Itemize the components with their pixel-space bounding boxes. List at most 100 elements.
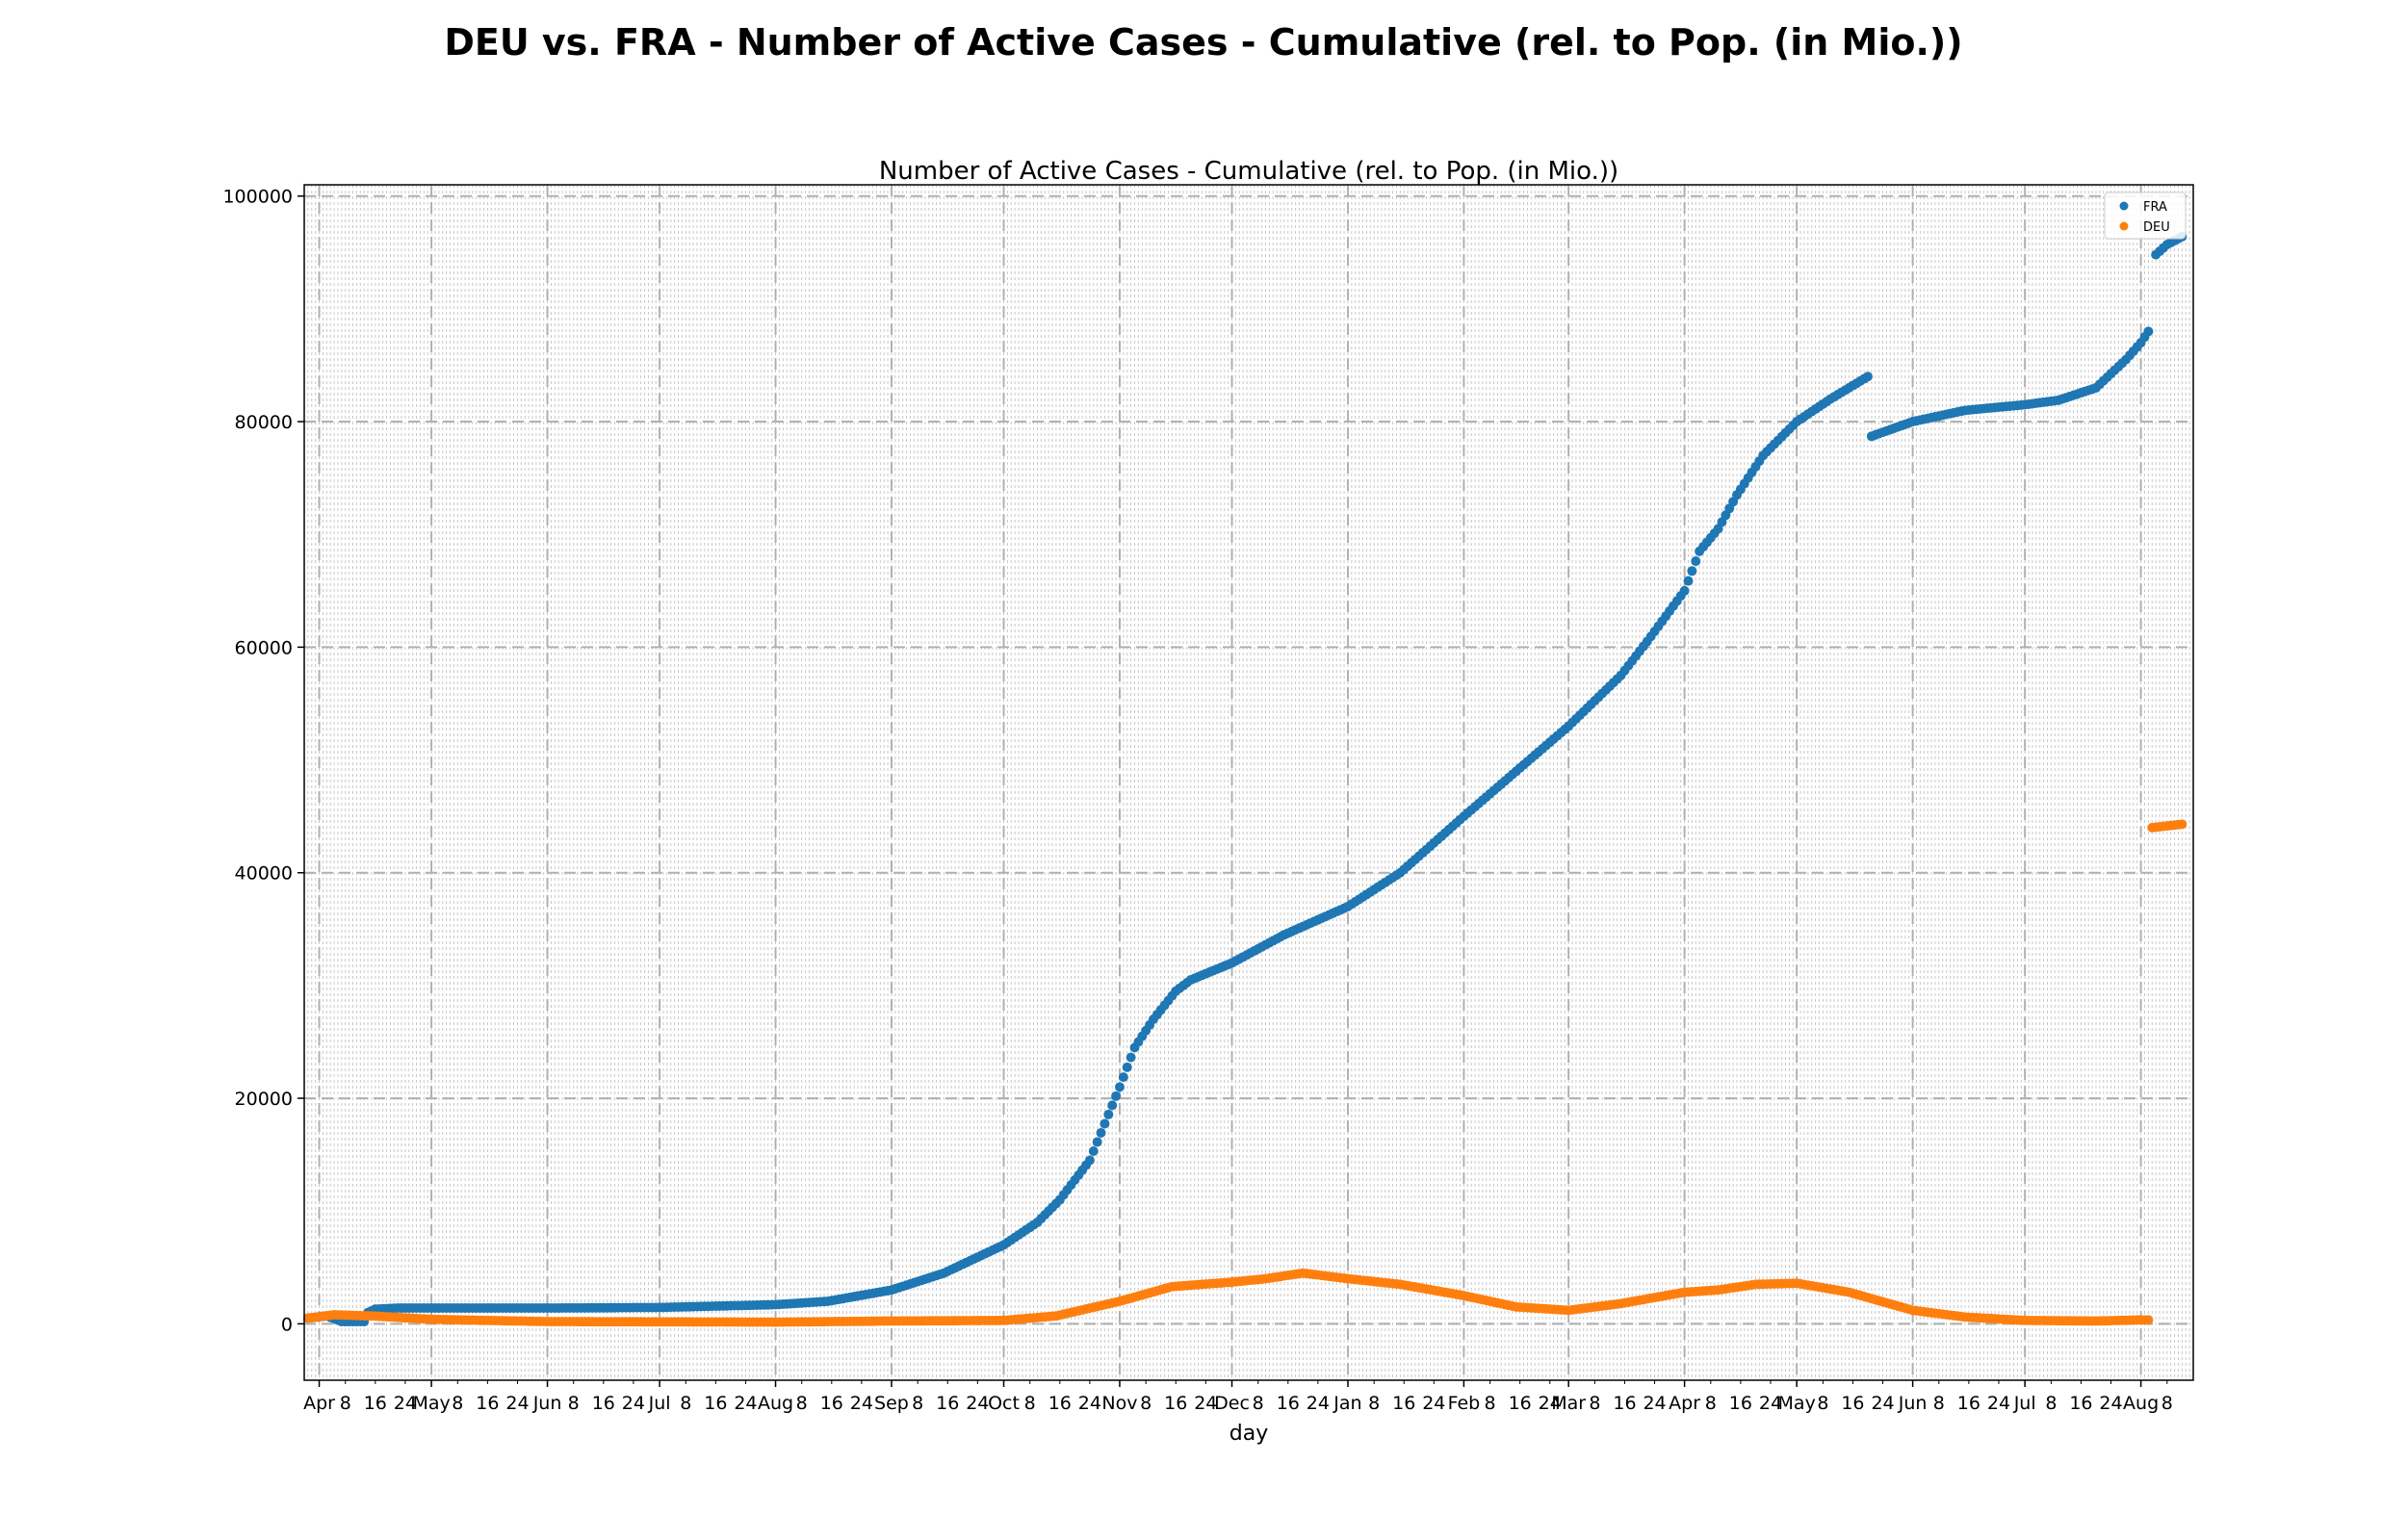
data-point [1096, 1127, 1106, 1138]
x-minor-tick-label: 8 [2045, 1393, 2057, 1414]
x-minor-tick-label: 24 [1643, 1393, 1666, 1414]
x-minor-tick-label: 8 [1024, 1393, 1036, 1414]
data-point [2143, 326, 2154, 337]
x-tick-label: Aug [2123, 1393, 2159, 1414]
x-minor-tick-label: 16 [1729, 1393, 1752, 1414]
y-tick-label: 100000 [222, 187, 293, 208]
x-minor-tick-label: 16 [1277, 1393, 1300, 1414]
x-minor-tick-label: 8 [1817, 1393, 1828, 1414]
data-point [1111, 1091, 1122, 1101]
figure-title: DEU vs. FRA - Number of Active Cases - C… [444, 21, 1963, 64]
x-minor-tick-label: 16 [704, 1393, 727, 1414]
x-tick-label: May [412, 1393, 450, 1414]
x-minor-tick-label: 24 [1987, 1393, 2010, 1414]
x-minor-tick-label: 24 [1871, 1393, 1894, 1414]
x-tick-label: Jul [648, 1393, 671, 1414]
x-minor-tick-label: 16 [1164, 1393, 1187, 1414]
data-point [2143, 1315, 2154, 1325]
y-tick-label: 80000 [235, 412, 293, 433]
x-minor-tick-label: 8 [912, 1393, 923, 1414]
x-tick-label: Oct [988, 1393, 1020, 1414]
x-tick-label: Jul [2013, 1393, 2036, 1414]
data-point [1122, 1062, 1132, 1072]
x-minor-tick-label: 16 [1613, 1393, 1636, 1414]
data-point [1679, 585, 1690, 596]
x-minor-tick-label: 16 [1841, 1393, 1864, 1414]
series-fra [302, 231, 2187, 1327]
data-point [1103, 1109, 1114, 1119]
x-minor-tick-label: 8 [1933, 1393, 1945, 1414]
x-minor-tick-label: 8 [2161, 1393, 2173, 1414]
x-minor-tick-label: 8 [1368, 1393, 1380, 1414]
x-minor-tick-label: 16 [1509, 1393, 1532, 1414]
x-minor-tick-label: 16 [936, 1393, 959, 1414]
x-minor-tick-label: 24 [734, 1393, 757, 1414]
axes-title: Number of Active Cases - Cumulative (rel… [879, 157, 1618, 186]
x-minor-tick-label: 8 [1589, 1393, 1600, 1414]
x-minor-tick-label: 24 [2099, 1393, 2122, 1414]
x-tick-label: Apr [303, 1393, 335, 1414]
series-deu [302, 819, 2187, 1327]
x-tick-label: Jun [532, 1393, 562, 1414]
x-minor-tick-label: 24 [1194, 1393, 1217, 1414]
x-minor-tick-label: 8 [1140, 1393, 1152, 1414]
x-tick-label: Aug [758, 1393, 793, 1414]
x-minor-tick-label: 24 [394, 1393, 417, 1414]
x-minor-tick-label: 24 [1422, 1393, 1445, 1414]
x-minor-tick-label: 8 [680, 1393, 691, 1414]
data-point [1088, 1145, 1099, 1156]
x-minor-tick-label: 24 [1539, 1393, 1562, 1414]
x-minor-tick-label: 24 [1307, 1393, 1330, 1414]
data-point [1100, 1118, 1110, 1129]
x-tick-label: Nov [1101, 1393, 1137, 1414]
legend-marker [2119, 221, 2129, 231]
x-minor-tick-label: 24 [1759, 1393, 1782, 1414]
x-tick-label: Dec [1214, 1393, 1250, 1414]
y-tick-label: 60000 [235, 637, 293, 658]
x-minor-tick-label: 8 [340, 1393, 351, 1414]
x-minor-tick-label: 16 [2069, 1393, 2092, 1414]
x-minor-tick-label: 16 [592, 1393, 615, 1414]
data-point [1084, 1155, 1095, 1166]
data-point [1092, 1137, 1102, 1147]
data-point [1118, 1072, 1128, 1083]
x-minor-tick-label: 24 [505, 1393, 529, 1414]
y-tick-label: 0 [281, 1314, 293, 1335]
x-minor-tick-label: 16 [364, 1393, 387, 1414]
data-point [1862, 372, 1873, 382]
y-tick-label: 40000 [235, 863, 293, 885]
data-point [1114, 1082, 1125, 1092]
data-point [1126, 1052, 1136, 1063]
legend: FRA DEU [2104, 192, 2187, 240]
data-point [1687, 566, 1697, 577]
data-point [2177, 819, 2187, 830]
x-minor-tick-label: 16 [476, 1393, 499, 1414]
legend-label: FRA [2143, 200, 2167, 215]
data-point [1691, 556, 1701, 567]
x-tick-label: Apr [1669, 1393, 1700, 1414]
x-minor-tick-label: 8 [796, 1393, 808, 1414]
y-tick-label: 20000 [235, 1089, 293, 1110]
x-tick-label: Jun [1898, 1393, 1928, 1414]
y-axis: 0 20000 40000 60000 80000 100000 [222, 187, 304, 1335]
x-minor-tick-label: 8 [452, 1393, 463, 1414]
x-minor-tick-label: 24 [966, 1393, 989, 1414]
x-axis-label: day [1229, 1422, 1268, 1446]
legend-label: DEU [2143, 220, 2170, 235]
x-minor-tick-label: 16 [1957, 1393, 1980, 1414]
data-point [1107, 1100, 1118, 1111]
x-tick-label: Mar [1551, 1393, 1586, 1414]
x-minor-tick-label: 24 [850, 1393, 873, 1414]
plot-points [302, 231, 2187, 1327]
x-tick-label: May [1778, 1393, 1816, 1414]
x-minor-tick-label: 24 [1078, 1393, 1101, 1414]
x-tick-label: Feb [1448, 1393, 1481, 1414]
x-minor-tick-label: 8 [1253, 1393, 1264, 1414]
x-minor-tick-label: 16 [1392, 1393, 1415, 1414]
x-tick-label: Sep [874, 1393, 909, 1414]
x-minor-tick-label: 16 [1048, 1393, 1072, 1414]
x-minor-tick-label: 8 [1485, 1393, 1496, 1414]
axes-frame [303, 184, 2194, 1381]
x-minor-tick-label: 24 [622, 1393, 645, 1414]
